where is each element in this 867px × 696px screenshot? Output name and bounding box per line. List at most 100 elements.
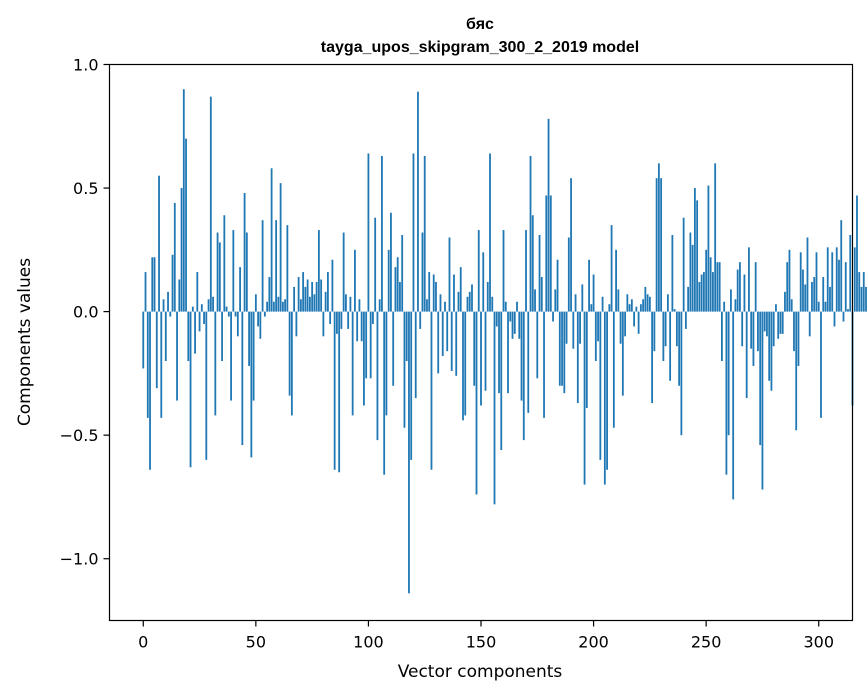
bar [468,291,471,312]
bar [331,259,334,312]
bar [606,311,608,470]
bar [480,311,482,406]
bar [146,311,149,418]
x-tick-label: 250 [691,633,722,652]
bar [610,225,613,312]
bar [162,299,165,312]
y-axis: 1.0 0.5 0.0 −0.5 −1.0 [60,56,110,569]
bar [842,311,845,322]
bar [734,299,737,312]
bar [693,188,696,312]
bar [252,311,255,401]
bar [574,294,577,312]
bar [657,163,660,312]
bar [374,217,377,312]
bar [518,311,521,339]
bar [164,311,167,362]
bar [426,299,428,312]
bar [853,247,856,312]
bar [417,91,419,312]
bar [757,311,759,352]
bar [475,311,478,495]
bar [536,311,539,379]
bar [849,235,852,312]
bar [826,247,829,312]
bar [727,311,730,436]
bar [504,301,507,312]
bar [635,306,638,312]
bar [272,301,275,312]
bar [322,311,325,337]
bar [781,311,784,334]
bar [473,311,476,386]
bar [513,311,516,334]
bar [214,311,217,416]
bar [236,311,239,337]
bar [218,242,221,312]
bar [459,267,462,312]
bar [453,274,455,312]
bar [799,252,802,312]
bar [441,311,444,357]
bar [180,188,183,312]
bar [612,311,615,428]
bar [477,230,480,312]
bar [745,311,748,399]
bar [626,294,629,312]
bar [423,155,426,312]
bar [243,193,246,312]
bar [709,257,712,312]
bar [664,311,667,347]
bar [304,286,307,312]
bar [725,311,728,475]
x-tick-label: 50 [246,633,266,652]
bar [336,311,338,334]
bar [369,311,372,379]
bar [680,311,683,436]
bar [232,230,235,312]
bar [865,286,867,312]
bar [833,311,836,327]
bar [703,272,705,312]
bar [259,311,262,339]
bar [439,294,442,312]
bar [308,296,311,312]
bar [221,311,223,362]
bar [372,311,374,324]
bar [182,89,185,312]
bar [844,262,847,312]
bar [736,269,739,312]
bar [239,267,241,312]
bar [268,277,271,312]
bar [144,272,147,312]
bar [583,311,586,485]
bar [250,311,253,458]
bar [430,311,433,470]
bar [187,311,190,362]
bar [815,252,818,312]
y-axis-title: Components values [15,258,35,426]
bar [196,272,199,312]
bar [390,212,392,312]
bar [511,311,514,339]
bar [806,237,809,312]
bar [295,311,298,337]
bar [556,259,559,312]
bar [502,230,505,312]
bar [741,311,744,347]
bar [455,311,458,376]
bar [615,249,617,312]
bar [324,291,327,312]
bar [302,272,305,312]
bar [311,281,314,312]
bar [624,311,626,337]
bar [209,96,212,312]
bar [763,311,766,332]
bar [277,296,280,312]
bar [245,232,248,312]
bar [648,296,651,312]
bar [630,299,633,312]
bar [601,296,604,312]
bar [579,311,581,344]
